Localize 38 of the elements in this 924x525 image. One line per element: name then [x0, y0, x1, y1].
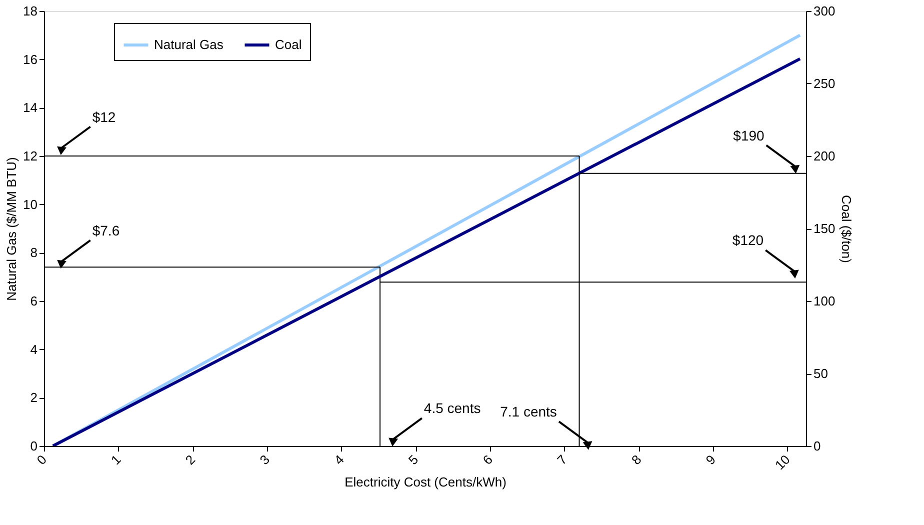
x-tick-label: 3: [256, 452, 272, 468]
y-tick-label: 16: [23, 52, 38, 67]
x-tick-label: 8: [628, 452, 644, 468]
annotation: $7.6: [92, 222, 120, 238]
y-tick-label: 2: [30, 390, 38, 406]
annotation: $190: [733, 127, 765, 144]
y2-tick-label: 300: [814, 4, 836, 18]
x-axis-title: Electricity Cost (Cents/kWh): [344, 474, 506, 490]
y-tick-label: 12: [23, 148, 38, 164]
annotation: $12: [92, 108, 116, 125]
y-axis-title: Natural Gas ($/MM BTU): [4, 157, 20, 301]
y2-axis-title: Coal ($/ton): [839, 195, 854, 263]
y-tick-label: 14: [23, 100, 38, 116]
y2-tick-label: 0: [814, 438, 821, 454]
y-tick-label: 18: [23, 4, 38, 18]
x-tick-label: 2: [182, 452, 198, 468]
y2-tick-label: 50: [814, 366, 828, 381]
y2-tick-label: 200: [814, 148, 836, 164]
x-tick-label: 7: [554, 452, 570, 468]
legend-label: Coal: [275, 37, 302, 52]
y2-tick-label: 250: [814, 76, 836, 91]
x-tick-label: 4: [331, 452, 347, 468]
annotation: $120: [732, 232, 764, 248]
y2-tick-label: 100: [814, 294, 836, 308]
y-tick-label: 4: [30, 342, 38, 357]
y-tick-label: 10: [23, 196, 38, 212]
legend-label: Natural Gas: [154, 37, 224, 52]
y-tick-label: 0: [30, 438, 38, 454]
y2-tick-label: 150: [814, 221, 836, 236]
annotation: 7.1 cents: [500, 404, 557, 420]
x-tick-label: 1: [108, 452, 124, 468]
x-tick-label: 10: [772, 452, 793, 473]
annotation: 4.5 cents: [424, 400, 481, 416]
y-tick-label: 6: [30, 294, 38, 308]
x-tick-label: 6: [480, 452, 496, 468]
x-tick-label: 5: [405, 452, 422, 468]
x-tick-label: 9: [702, 452, 719, 468]
y-tick-label: 8: [30, 245, 38, 260]
